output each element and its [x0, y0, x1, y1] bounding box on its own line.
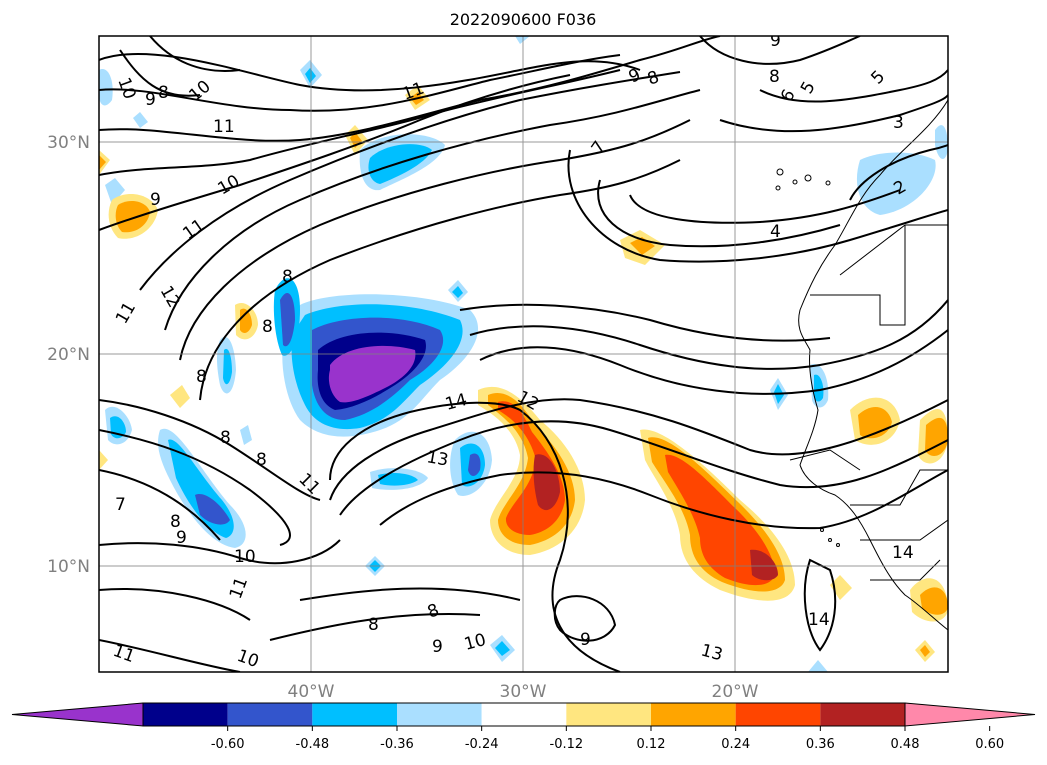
- contour-label: 8: [282, 267, 293, 287]
- colorbar-box: [312, 703, 397, 726]
- colorbar-tick-label: 0.24: [721, 737, 750, 752]
- colorbar-box: [143, 703, 228, 726]
- contour-label: 13: [425, 447, 450, 470]
- colorbar-box: [651, 703, 736, 726]
- colorbar-box: [735, 703, 821, 726]
- contour-label: 14: [808, 610, 830, 630]
- coastlines: [775, 99, 948, 631]
- contour-label: 9: [432, 637, 443, 657]
- colorbar-tick-label: 0.48: [891, 737, 920, 752]
- colorbar-box: [820, 703, 905, 726]
- map-area: 10 9 8 10 11 10 9 11 11 12 11 8 8 8 8 8 …: [99, 31, 948, 672]
- contour-label: 3: [893, 113, 904, 133]
- lon-label: 30°W: [500, 682, 547, 702]
- contour-label: 11: [213, 117, 235, 137]
- colorbar: -0.60 -0.48 -0.36 -0.24 -0.12 0.12 0.24 0.36 0.4…: [11, 702, 1036, 752]
- lat-label: 20°N: [47, 345, 90, 365]
- contour-label: 7: [115, 495, 126, 515]
- grid-lines: [99, 36, 948, 672]
- contour-label: 9: [580, 630, 591, 650]
- contour-label: 4: [770, 222, 781, 242]
- colorbar-tick-label: 0.12: [637, 737, 666, 752]
- colorbar-tick-label: -0.12: [550, 737, 584, 752]
- colorbar-tick-label: -0.60: [211, 737, 245, 752]
- colorbar-tick-label: 0.60: [975, 737, 1004, 752]
- contour-label: 10: [234, 547, 256, 567]
- colorbar-tick-label: 0.36: [806, 737, 835, 752]
- lon-label: 40°W: [288, 682, 335, 702]
- contour-label: 8: [262, 317, 273, 337]
- colorbar-tick-label: -0.48: [296, 737, 330, 752]
- colorbar-extend-min: [11, 702, 144, 727]
- contour-label: 8: [769, 67, 780, 87]
- longitude-labels: 40°W 30°W 20°W: [288, 682, 759, 702]
- positive-shading: [99, 85, 948, 662]
- colorbar-box: [566, 703, 651, 726]
- contour-label: 9: [770, 31, 781, 51]
- contour-label: 8: [170, 512, 181, 532]
- latitude-labels: 30°N 20°N 10°N: [47, 133, 90, 577]
- lat-label: 30°N: [47, 133, 90, 153]
- contour-label: 8: [368, 615, 379, 635]
- colorbar-box: [227, 703, 313, 726]
- contour-label: 14: [892, 543, 914, 563]
- colorbar-outline: [142, 702, 906, 727]
- colorbar-tick-label: -0.24: [465, 737, 499, 752]
- contour-label: 8: [196, 367, 207, 387]
- contour-label: 9: [145, 90, 156, 110]
- negative-shading: [99, 36, 948, 672]
- lon-label: 20°W: [712, 682, 759, 702]
- contour-label: 8: [158, 83, 169, 103]
- colorbar-tick-label: -0.36: [380, 737, 414, 752]
- map-title: 2022090600 F036: [450, 10, 597, 29]
- contour-label: 8: [256, 450, 267, 470]
- contour-label: 9: [150, 190, 161, 210]
- lat-label: 10°N: [47, 557, 90, 577]
- contour-lines: [99, 36, 948, 672]
- contour-label: 9: [176, 528, 187, 548]
- map-frame: [98, 35, 949, 673]
- contour-label: 8: [220, 428, 231, 448]
- colorbar-box: [481, 703, 567, 726]
- colorbar-extend-max: [904, 702, 1036, 727]
- colorbar-box: [397, 703, 482, 726]
